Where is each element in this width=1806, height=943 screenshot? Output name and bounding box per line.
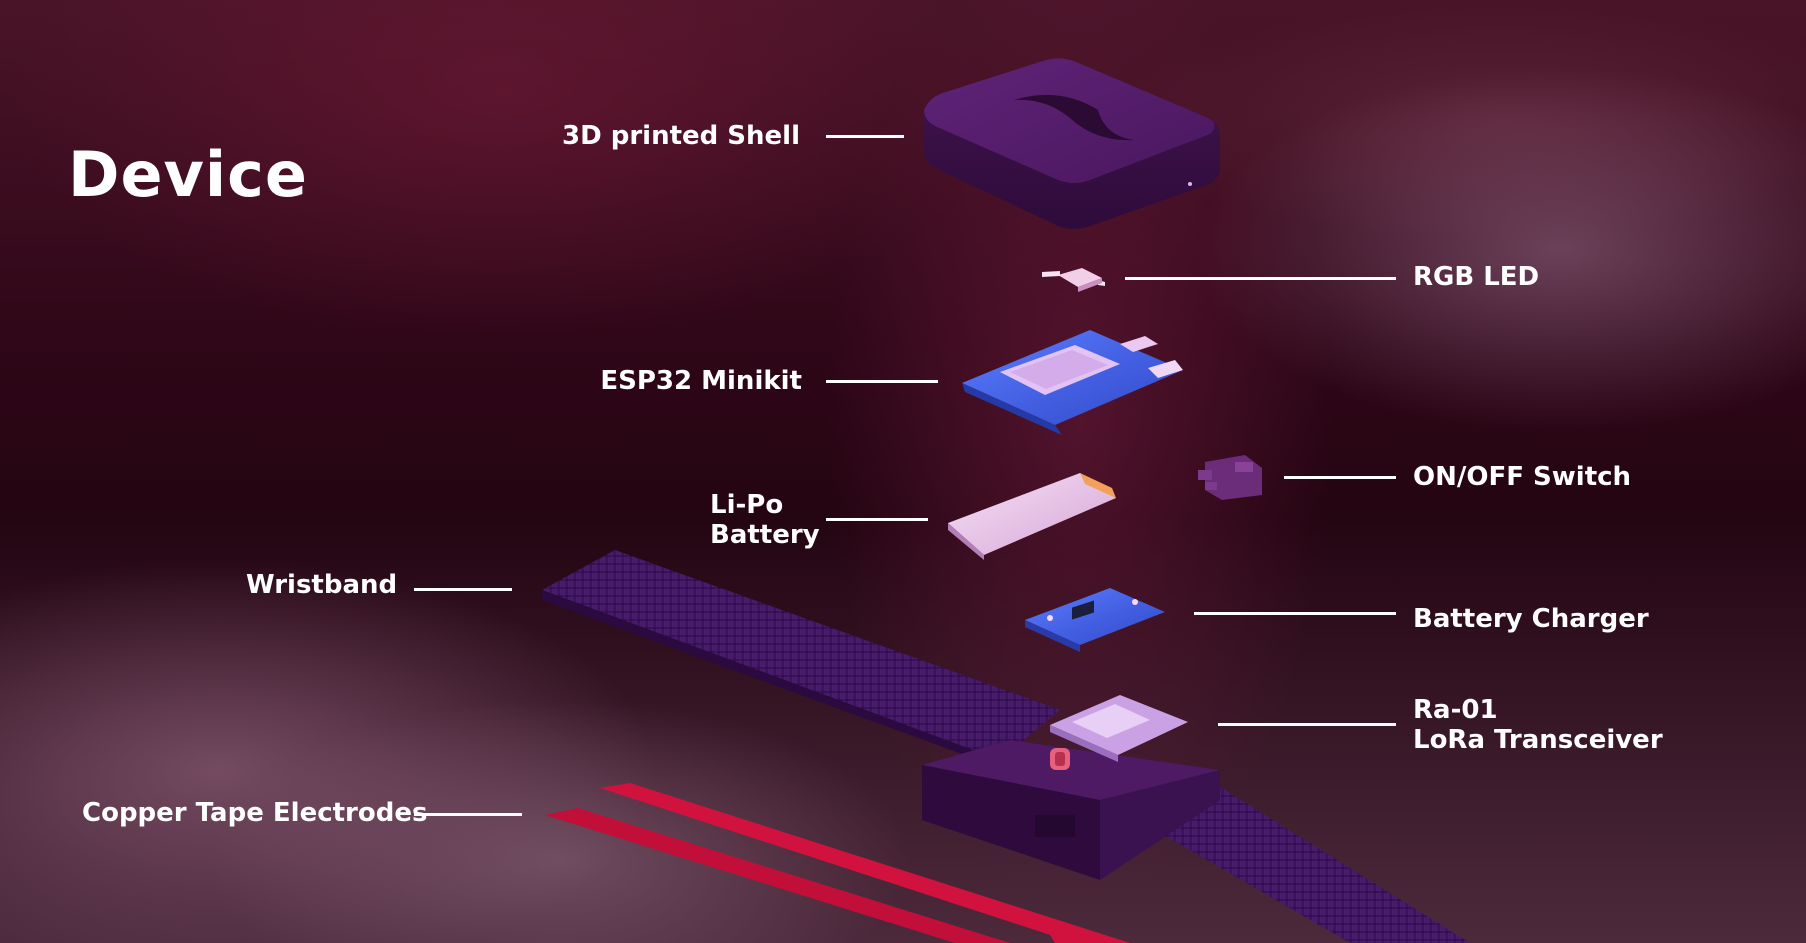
label-lora-line2: LoRa Transceiver <box>1413 725 1663 755</box>
label-on-off-switch: ON/OFF Switch <box>1413 462 1631 492</box>
leader-lipo-battery <box>826 518 928 521</box>
label-lipo-battery-line1: Li-Po <box>710 490 784 520</box>
battery-charger-board <box>1025 588 1165 652</box>
label-copper-tape-electrodes: Copper Tape Electrodes <box>82 798 427 828</box>
on-off-switch <box>1198 455 1262 500</box>
label-3d-printed-shell-text: 3D printed Shell <box>562 121 800 151</box>
label-wristband: Wristband <box>246 570 397 600</box>
leader-esp32-minikit <box>826 380 938 383</box>
base-case <box>922 740 1220 880</box>
label-rgb-led: RGB LED <box>1413 262 1539 292</box>
rgb-led <box>1042 268 1105 292</box>
label-copper-tape-electrodes-text: Copper Tape Electrodes <box>82 798 428 828</box>
copper-tape-electrodes <box>545 783 1130 943</box>
label-lora-line1: Ra-01 <box>1413 695 1498 725</box>
label-esp32-minikit-text: ESP32 Minikit <box>600 366 802 396</box>
label-wristband-text: Wristband <box>246 570 398 600</box>
page-title: Device <box>68 138 308 211</box>
leader-lora-transceiver <box>1218 723 1396 726</box>
label-battery-charger-text: Battery Charger <box>1413 604 1649 634</box>
label-lora-transceiver: Ra-01 LoRa Transceiver <box>1413 695 1663 755</box>
leader-wristband <box>414 588 512 591</box>
label-on-off-switch-text: ON/OFF Switch <box>1413 462 1632 492</box>
3d-printed-shell <box>924 58 1220 230</box>
leader-rgb-led <box>1125 277 1396 280</box>
lora-transceiver <box>1050 695 1188 770</box>
label-rgb-led-text: RGB LED <box>1413 262 1540 292</box>
leader-battery-charger <box>1194 612 1396 615</box>
lipo-battery <box>948 473 1116 560</box>
label-lipo-battery: Li-Po Battery <box>710 490 820 550</box>
leader-3d-printed-shell <box>826 135 904 138</box>
label-battery-charger: Battery Charger <box>1413 604 1649 634</box>
label-3d-printed-shell: 3D printed Shell <box>560 121 800 151</box>
label-lipo-battery-line2: Battery <box>710 520 820 550</box>
esp32-minikit-board <box>962 330 1183 435</box>
leader-on-off-switch <box>1284 476 1396 479</box>
label-esp32-minikit: ESP32 Minikit <box>560 366 802 396</box>
leader-copper-tape-electrodes <box>414 813 522 816</box>
